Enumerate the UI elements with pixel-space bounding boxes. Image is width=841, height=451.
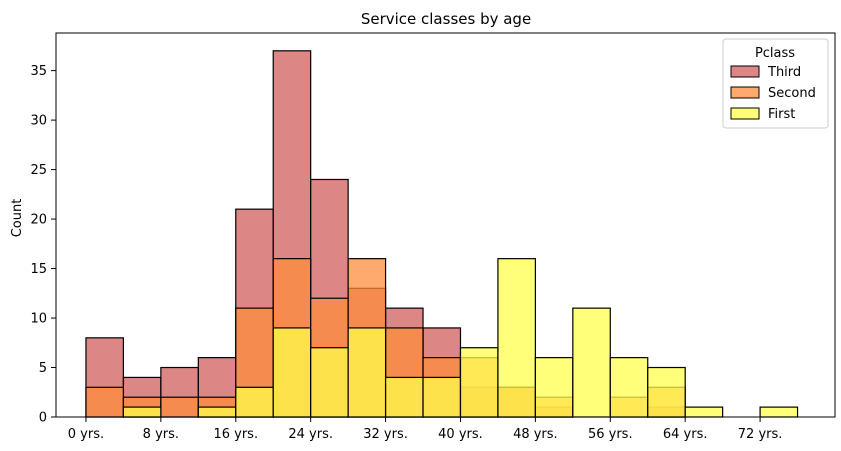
bar-first-28	[347, 327, 387, 418]
bar-first-44	[497, 258, 536, 418]
y-tick-label: 30	[30, 114, 47, 129]
ticks-layer: 0 yrs. 8 yrs. 16 yrs. 24 yrs. 32 yrs. 40 yrs.…	[30, 64, 782, 442]
legend-frame	[722, 38, 829, 129]
y-tick-label: 0	[39, 411, 47, 426]
bar-first-16	[235, 386, 274, 418]
x-tick-label: 16 yrs.	[213, 427, 258, 442]
legend-title: Pclass	[755, 46, 795, 61]
bar-first-56	[609, 357, 649, 418]
x-tick-label: 0 yrs.	[68, 427, 104, 442]
bar-second-0	[85, 386, 125, 418]
legend-swatch-second	[730, 86, 760, 99]
chart-title: Service classes by age	[361, 10, 531, 28]
legend: Pclass Third Second First	[722, 38, 829, 129]
legend-swatch-third	[730, 65, 760, 78]
bar-first-36	[422, 376, 462, 418]
y-tick-label: 5	[39, 361, 47, 376]
x-tick-label: 8 yrs.	[143, 427, 179, 442]
y-tick-label: 25	[30, 163, 47, 178]
legend-label-third: Third	[767, 65, 801, 80]
y-tick-label: 35	[30, 64, 47, 79]
y-tick-label: 20	[30, 213, 47, 228]
legend-label-first: First	[768, 107, 795, 122]
y-axis-title: Count	[10, 199, 25, 238]
x-tick-label: 24 yrs.	[288, 427, 333, 442]
legend-label-second: Second	[768, 86, 816, 101]
bar-first-12	[197, 406, 237, 418]
bar-first-72	[759, 406, 799, 418]
bar-first-32	[384, 376, 424, 418]
bar-first-64	[684, 406, 724, 418]
x-tick-label: 32 yrs.	[363, 427, 408, 442]
y-tick-label: 10	[30, 312, 47, 327]
y-tick-label: 15	[30, 262, 47, 277]
x-tick-label: 56 yrs.	[588, 427, 633, 442]
x-tick-label: 40 yrs.	[438, 427, 483, 442]
bar-first-52	[572, 307, 611, 418]
bar-first-48	[534, 357, 574, 418]
bar-first-24	[310, 347, 349, 418]
bar-first-60	[647, 366, 686, 418]
series-first	[122, 258, 799, 418]
bar-first-20	[272, 327, 312, 418]
bar-first-40	[459, 347, 499, 418]
x-tick-label: 48 yrs.	[513, 427, 558, 442]
bars-layer	[85, 50, 799, 418]
x-tick-label: 72 yrs.	[738, 427, 783, 442]
x-tick-label: 64 yrs.	[663, 427, 708, 442]
bar-second-8	[160, 396, 199, 418]
legend-swatch-first	[730, 107, 760, 120]
plot-frame	[55, 32, 836, 418]
bar-first-4	[122, 406, 162, 418]
